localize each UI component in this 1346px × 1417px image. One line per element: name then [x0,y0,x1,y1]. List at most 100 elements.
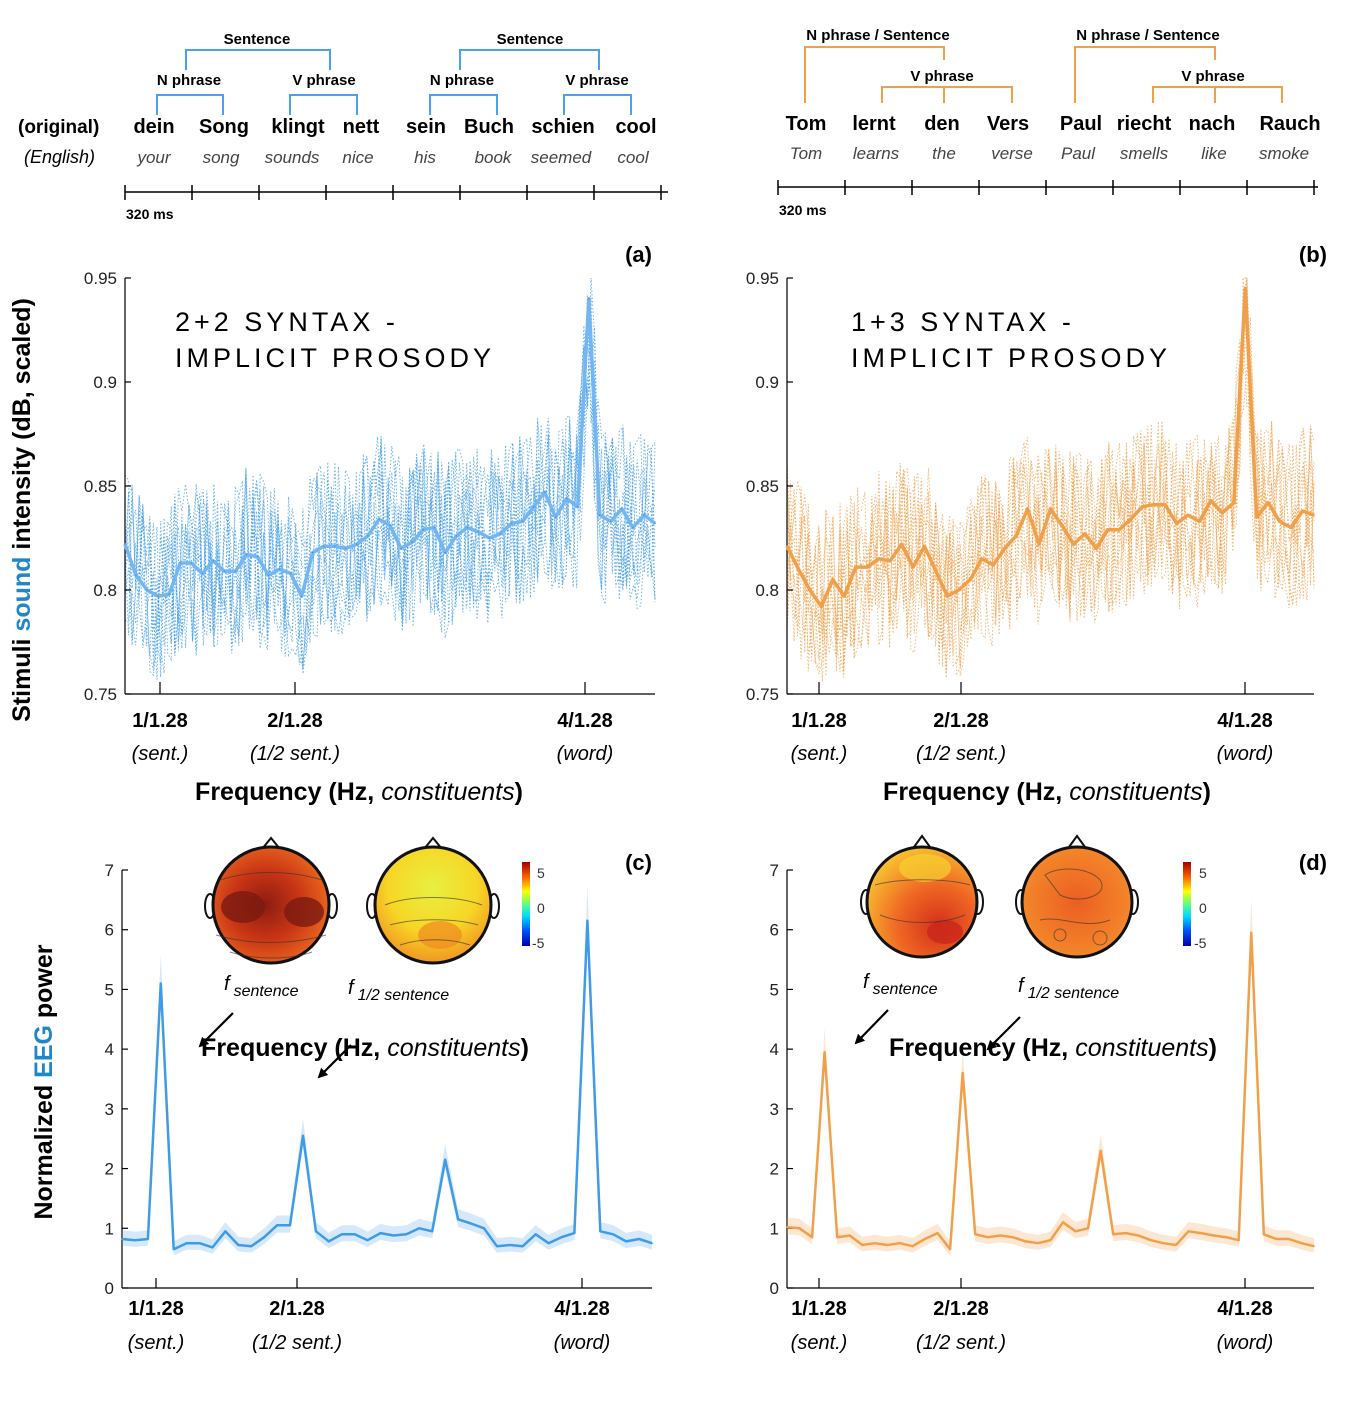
data-point [1313,514,1315,516]
data-point [315,1230,317,1233]
data-point [1175,522,1178,525]
data-point [811,1236,813,1238]
data-point [1150,1239,1152,1241]
node-vphrase-1: V phrase [910,68,973,85]
data-point [532,506,535,508]
word: den [924,113,960,135]
colorbar-tick: -5 [532,935,545,951]
data-point [1300,1242,1303,1244]
data-point [1137,1234,1140,1237]
data-point [1072,543,1075,545]
ylabel-top-highlight: sound [8,557,36,632]
data-point [924,1238,926,1240]
word: Buch [464,116,514,138]
data-point [172,1248,175,1250]
x-tick-sublabel: (1/2 sent.) [916,1332,1006,1354]
x-tick-sublabel: (sent.) [132,743,189,765]
xlabel: Frequency (Hz, constituents) [195,778,523,806]
word: klingt [271,116,325,138]
data-point [483,1227,485,1230]
data-point [836,1236,838,1238]
data-point [1198,520,1201,523]
y-tick-label: 5 [105,980,114,999]
x-tick-sublabel: (1/2 sent.) [252,1332,342,1354]
data-point [625,1240,627,1243]
data-point [263,1236,266,1238]
data-point [1012,1236,1014,1238]
data-point [1152,503,1155,506]
data-point [267,574,270,577]
data-point [1095,547,1098,550]
data-point [334,545,336,548]
data-point [328,1240,330,1243]
y-tick-label: 3 [770,1100,779,1119]
annotation-f-sentence: f sentence [224,973,299,1000]
colorbar [522,862,530,946]
x-tick-label: 2/1.28 [933,710,989,732]
data-point [1250,931,1253,934]
node-sentence-1: Sentence [224,31,291,48]
data-point [1210,499,1212,502]
word: schien [531,116,594,138]
row-label-original: (original) [18,117,99,138]
data-point [1175,1244,1177,1246]
y-tick-label: 7 [770,861,779,880]
data-point [543,491,546,494]
panel-tag: (d) [1299,850,1327,875]
x-tick-sublabel: (sent.) [791,743,848,765]
data-point [160,982,162,985]
trial-trace [124,327,656,666]
data-point [367,535,369,537]
data-point [1187,514,1189,516]
trial-trace [124,309,656,677]
gloss: your [136,148,171,167]
data-point [433,526,436,529]
data-point [1233,501,1235,504]
data-point [302,1134,304,1137]
data-point [198,1242,201,1244]
word: Song [199,116,249,138]
data-point [212,560,215,562]
x-tick-sublabel: (word) [557,743,614,765]
annotation-arrow [317,1044,352,1079]
gloss: seemed [531,148,592,167]
annotation-f-half-sentence: f 1/2 sentence [348,977,449,1004]
data-point [422,528,424,531]
data-point [431,1230,434,1233]
data-point [124,543,126,545]
x-tick-label: 2/1.28 [933,1298,989,1320]
data-point [179,562,181,564]
data-point [168,593,170,595]
word: cool [615,116,656,138]
data-point [911,1245,914,1247]
data-point [1278,520,1281,523]
data-point [245,553,248,556]
data-point [534,1233,537,1236]
data-point [969,578,972,581]
data-point [974,1233,976,1236]
data-point [1313,1245,1315,1247]
data-point [1255,516,1258,518]
data-point [289,1224,291,1227]
data-point [621,508,623,510]
gloss: his [414,148,436,167]
data-point [854,566,857,568]
noise-traces [124,277,656,680]
chart-title-line-2: IMPLICIT PROSODY [175,343,495,373]
colorbar-tick: 0 [537,900,545,916]
data-point [444,1158,447,1161]
data-point [418,1227,421,1230]
x-tick-sublabel: (sent.) [128,1332,185,1354]
y-tick-label: 2 [105,1160,114,1179]
data-point [923,545,926,548]
data-point [809,589,811,591]
data-point [121,1238,123,1240]
y-tick-label: 0 [770,1279,779,1298]
panel-a: 0.75 0.8 0.85 0.9 0.95 1/1.28 (sent.) 2/1.28 (1/… [84,242,657,806]
word: Vers [987,113,1029,135]
topoplot-half-sentence [366,836,500,965]
y-tick-label: 0.9 [755,373,779,392]
syntax-tree-b: N phrase / Sentence N phrase / Sentence … [777,27,1321,218]
data-point [560,1236,563,1238]
data-point [234,570,237,573]
